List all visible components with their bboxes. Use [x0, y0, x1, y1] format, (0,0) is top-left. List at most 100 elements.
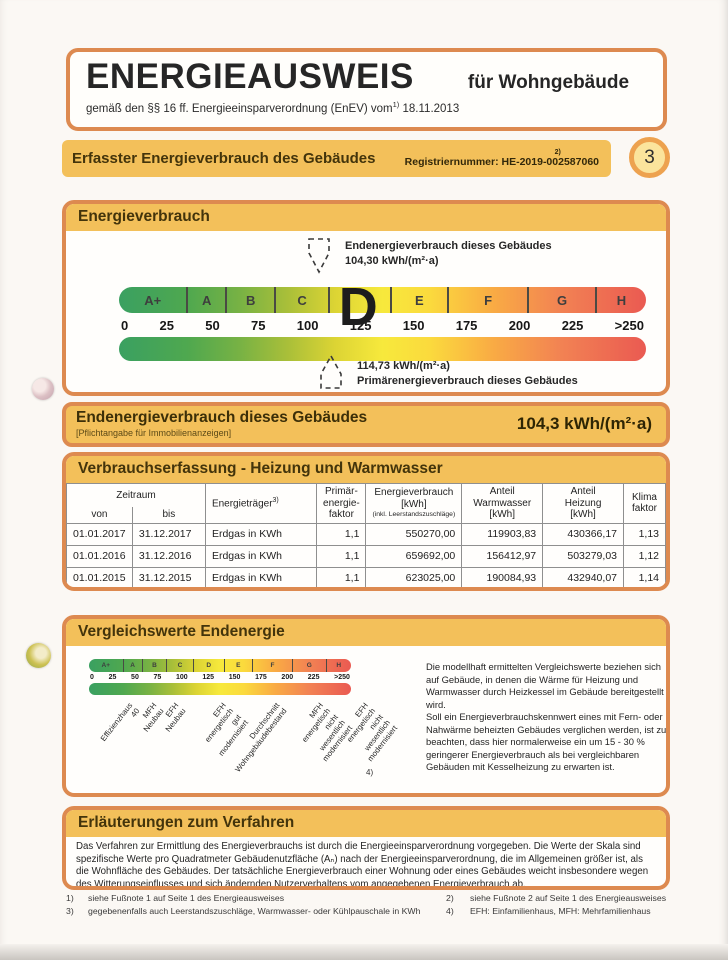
footnote-text-4: EFH: Einfamilienhaus, MFH: Mehrfamilienh…: [470, 906, 651, 916]
footnote-row: 1) siehe Fußnote 1 auf Seite 1 des Energ…: [66, 893, 670, 903]
column-header-zeitraum: Zeitraum: [66, 483, 206, 507]
banner-title: Erfasster Energieverbrauch des Gebäudes: [72, 150, 376, 167]
footnote-text-2: siehe Fußnote 2 auf Seite 1 des Energiea…: [470, 893, 667, 903]
cell-klimafaktor: 1,13: [623, 522, 666, 546]
comparison-scale-tick: 0: [90, 674, 94, 681]
scale-letter-band: A+ A B C E F G H: [119, 287, 646, 313]
table-row: 01.01.2015 31.12.2015 Erdgas in KWh 1,1 …: [66, 566, 666, 587]
comparison-scale-tick: 200: [281, 674, 294, 681]
comparison-scale-class: H: [325, 659, 351, 672]
end-energy-marker-label: Endenergieverbrauch dieses Gebäudes: [345, 240, 552, 252]
scale-tick: 125: [349, 317, 372, 333]
comparison-label: Effizienzhaus 40: [98, 701, 142, 743]
consumption-table: Zeitraum Energieträger3) Primär- energie…: [66, 483, 666, 587]
comparison-scale-tick: 100: [175, 674, 188, 681]
primary-energy-marker-value: 114,73 kWh/(m²·a): [357, 360, 450, 373]
cell-bis: 31.12.2015: [131, 566, 206, 587]
column-header-klimafaktor: Klima faktor: [623, 483, 666, 524]
column-header-anteil-warmwasser: Anteil Warmwasser [kWh]: [461, 483, 544, 524]
cell-energietraeger: Erdgas in KWh: [204, 544, 318, 568]
comparison-scale-tick: 175: [255, 674, 267, 681]
energy-efficiency-scale: A+ A B C E F G H 0 25 50 75 100 125 150 175 200 2…: [119, 280, 646, 361]
cell-klimafaktor: 1,12: [623, 544, 666, 568]
footnote-ref-1: 1): [392, 99, 400, 109]
hole-punch-top: [32, 378, 54, 400]
scale-tick: 0: [121, 317, 129, 333]
end-energy-bar-subtitle: [Pflichtangabe für Immobilienanzeigen]: [76, 428, 232, 438]
end-energy-marker-value: 104,30 kWh/(m²·a): [345, 254, 439, 267]
document-subtitle: für Wohngebäude: [467, 72, 630, 93]
cell-energieverbrauch: 550270,00: [365, 522, 463, 546]
photo-bottom-edge: [0, 944, 728, 960]
footnote-ref-2: 2): [554, 148, 561, 156]
comparison-scale-tick: 75: [153, 674, 162, 681]
consumption-table-body: 01.01.2017 31.12.2017 Erdgas in KWh 1,1 …: [66, 522, 666, 587]
table-row: 01.01.2016 31.12.2016 Erdgas in KWh 1,1 …: [66, 544, 666, 568]
explanation-body: Das Verfahren zur Ermittlung des Energie…: [76, 841, 649, 890]
scale-tick: >250: [614, 317, 644, 333]
footnotes: 1) siehe Fußnote 1 auf Seite 1 des Energ…: [66, 893, 670, 919]
column-header-primaerenergiefaktor: Primär- energie- faktor: [316, 483, 367, 524]
rating-letter: D: [338, 277, 378, 337]
hole-punch-bottom: [26, 643, 51, 668]
comparison-scale-class: A+: [101, 662, 111, 669]
section-title-verbrauchserfassung: Verbrauchserfassung - Heizung und Warmwa…: [66, 456, 666, 483]
column-header-energietraeger: Energieträger3): [204, 483, 318, 524]
scale-class-c: C: [274, 287, 327, 313]
law-date: 18.11.2013: [402, 102, 460, 115]
cell-von: 01.01.2016: [66, 544, 133, 568]
law-reference-line: gemäß den §§ 16 ff. Energieeinsparverord…: [86, 100, 647, 115]
footnote-marker-1: 1): [66, 893, 74, 903]
comparison-scale-tick: 150: [228, 674, 241, 681]
footnote-row: 3) gegebenenfalls auch Leerstandszuschlä…: [66, 906, 670, 916]
comparison-note: Die modellhaft ermittelten Vergleichswer…: [426, 661, 667, 772]
scale-gradient-band: [119, 337, 646, 361]
comparison-scale-tick: 50: [131, 674, 139, 681]
cell-primaerenergiefaktor: 1,1: [316, 566, 367, 587]
comparison-scale-class: C: [166, 659, 192, 672]
scale-class-h: H: [594, 287, 646, 313]
footnote-ref-4: 4): [366, 768, 374, 777]
footnote-marker-3: 3): [66, 906, 74, 916]
footnote-text-3: gegebenenfalls auch Leerstandszuschläge,…: [88, 906, 421, 916]
footnote-text-1: siehe Fußnote 1 auf Seite 1 des Energiea…: [88, 893, 285, 903]
column-header-energieverbrauch: Energieverbrauch [kWh] (inkl. Leerstands…: [365, 483, 463, 524]
scale-tick: 25: [159, 317, 174, 333]
cell-anteil-heizung: 432940,07: [542, 566, 624, 587]
scale-tick: 50: [205, 317, 220, 333]
scale-class-g: G: [527, 287, 594, 313]
comparison-tick-labels: 0 25 50 75 100 125 150 175 200 225 >250: [89, 672, 351, 683]
cell-energieverbrauch: 659692,00: [365, 544, 463, 568]
arrow-up-icon: [320, 354, 342, 389]
consumption-table-section: Verbrauchserfassung - Heizung und Warmwa…: [62, 452, 670, 591]
comparison-scale-class: B: [141, 659, 167, 672]
comparison-scale-class: F: [251, 659, 292, 672]
footnote-ref-3: 3): [272, 496, 279, 504]
column-header-von: von: [66, 507, 133, 524]
registration-number: 2) Registriernummer: HE-2019-002587060: [405, 149, 599, 168]
cell-klimafaktor: 1,14: [623, 566, 666, 587]
end-energy-marker: Endenergieverbrauch dieses Gebäudes 104,…: [306, 237, 552, 275]
comparison-scale-tick: >250: [334, 674, 350, 681]
comparison-scale-class: G: [292, 659, 326, 672]
table-row: 01.01.2017 31.12.2017 Erdgas in KWh 1,1 …: [66, 522, 666, 546]
column-header-verbrauch-note: (inkl. Leerstandszuschläge): [372, 511, 456, 519]
page-number-badge: 3: [629, 137, 670, 178]
law-text: gemäß den §§ 16 ff. Energieeinsparverord…: [86, 102, 393, 115]
scale-tick: 175: [455, 317, 478, 333]
comparison-label: EFH energetisch nicht wesentlich moderni…: [345, 701, 400, 764]
scale-tick: 100: [296, 317, 319, 333]
comparison-label: EFH Neubau: [163, 701, 188, 734]
section-title-erlaeuterungen: Erläuterungen zum Verfahren: [66, 810, 666, 837]
cell-energietraeger: Erdgas in KWh: [204, 522, 318, 546]
cell-anteil-warmwasser: 190084,93: [461, 566, 544, 587]
arrow-down-icon: [308, 238, 330, 274]
cell-bis: 31.12.2016: [131, 544, 206, 568]
column-header-anteil-heizung: Anteil Heizung [kWh]: [542, 483, 624, 524]
scale-class-f: F: [446, 287, 528, 313]
registration-number-value: Registriernummer: HE-2019-002587060: [404, 155, 599, 168]
comparison-scale-tick: 125: [202, 674, 215, 681]
primary-energy-marker: 114,73 kWh/(m²·a) Primärenergieverbrauch…: [318, 354, 578, 390]
comparison-gradient-band: [89, 683, 351, 695]
